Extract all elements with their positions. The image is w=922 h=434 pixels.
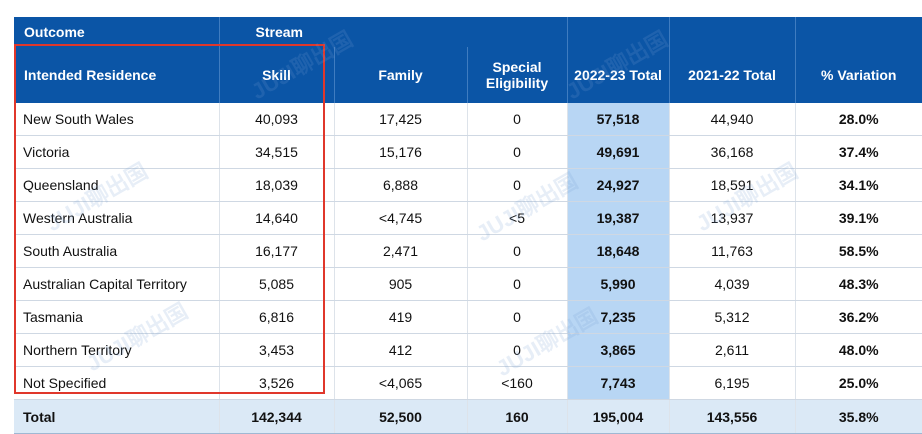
variation-cell: 35.8% — [795, 399, 922, 434]
special-eligibility-cell: 0 — [467, 135, 568, 169]
total-2022-23-cell: 195,004 — [567, 399, 670, 434]
family-cell: 15,176 — [334, 135, 468, 169]
family-cell: 905 — [334, 267, 468, 301]
variation-cell: 25.0% — [795, 366, 922, 400]
total-2021-22-cell: 11,763 — [669, 234, 796, 268]
residence-cell: Northern Territory — [14, 333, 220, 367]
col-skill: Skill — [219, 47, 335, 103]
total-2022-23-cell: 7,235 — [567, 300, 670, 334]
total-2022-23-cell: 57,518 — [567, 103, 670, 136]
variation-cell: 28.0% — [795, 103, 922, 136]
variation-cell: 34.1% — [795, 168, 922, 202]
variation-cell: 58.5% — [795, 234, 922, 268]
residence-cell: Not Specified — [14, 366, 220, 400]
total-2021-22-cell: 13,937 — [669, 201, 796, 235]
total-2021-22-cell: 6,195 — [669, 366, 796, 400]
residence-cell: Australian Capital Territory — [14, 267, 220, 301]
skill-cell: 3,526 — [219, 366, 335, 400]
table-row: Victoria 34,515 15,176 0 49,691 36,168 37.4% — [14, 135, 922, 169]
residence-cell: South Australia — [14, 234, 220, 268]
residence-cell: Tasmania — [14, 300, 220, 334]
col-intended-residence: Intended Residence — [14, 47, 220, 103]
table-row: Western Australia 14,640 <4,745 <5 19,387 13,… — [14, 201, 922, 235]
residence-table: Outcome Stream Intended Residence Skill … — [14, 17, 922, 434]
family-cell: 52,500 — [334, 399, 468, 434]
total-2022-23-cell: 49,691 — [567, 135, 670, 169]
special-eligibility-cell: 0 — [467, 333, 568, 367]
total-2021-22-cell: 5,312 — [669, 300, 796, 334]
col-family: Family — [334, 47, 468, 103]
header-blank — [669, 17, 796, 47]
special-eligibility-cell: 0 — [467, 103, 568, 136]
stream-header: Stream — [219, 17, 467, 47]
family-cell: 17,425 — [334, 103, 468, 136]
variation-cell: 37.4% — [795, 135, 922, 169]
table-row: Not Specified 3,526 <4,065 <160 7,743 6,195 25… — [14, 366, 922, 400]
residence-cell: Victoria — [14, 135, 220, 169]
family-cell: 419 — [334, 300, 468, 334]
special-eligibility-cell: 0 — [467, 234, 568, 268]
variation-cell: 48.0% — [795, 333, 922, 367]
table-row: Northern Territory 3,453 412 0 3,865 2,611 48.… — [14, 333, 922, 367]
header-blank — [467, 17, 568, 47]
skill-cell: 18,039 — [219, 168, 335, 202]
total-2021-22-cell: 4,039 — [669, 267, 796, 301]
header-blank — [567, 17, 670, 47]
skill-cell: 34,515 — [219, 135, 335, 169]
residence-cell: Western Australia — [14, 201, 220, 235]
outcome-header: Outcome — [14, 17, 220, 47]
family-cell: 6,888 — [334, 168, 468, 202]
skill-cell: 5,085 — [219, 267, 335, 301]
skill-cell: 142,344 — [219, 399, 335, 434]
total-2022-23-cell: 3,865 — [567, 333, 670, 367]
total-2022-23-cell: 18,648 — [567, 234, 670, 268]
col-2022-23-total: 2022-23 Total — [567, 47, 670, 103]
special-eligibility-cell: 160 — [467, 399, 568, 434]
skill-cell: 16,177 — [219, 234, 335, 268]
table-body: New South Wales 40,093 17,425 0 57,518 44,940… — [14, 103, 922, 434]
special-eligibility-cell: 0 — [467, 300, 568, 334]
family-cell: <4,065 — [334, 366, 468, 400]
variation-cell: 36.2% — [795, 300, 922, 334]
col-special-eligibility: Special Eligibility — [467, 47, 568, 103]
family-cell: 412 — [334, 333, 468, 367]
variation-cell: 39.1% — [795, 201, 922, 235]
total-row: Total 142,344 52,500 160 195,004 143,556 35.8% — [14, 399, 922, 434]
skill-cell: 14,640 — [219, 201, 335, 235]
col-variation: % Variation — [795, 47, 922, 103]
total-2022-23-cell: 5,990 — [567, 267, 670, 301]
total-2022-23-cell: 7,743 — [567, 366, 670, 400]
variation-cell: 48.3% — [795, 267, 922, 301]
total-2021-22-cell: 2,611 — [669, 333, 796, 367]
table-row: Australian Capital Territory 5,085 905 0 5,9… — [14, 267, 922, 301]
special-eligibility-cell: <5 — [467, 201, 568, 235]
residence-cell: Queensland — [14, 168, 220, 202]
table-row: Queensland 18,039 6,888 0 24,927 18,591 34.1% — [14, 168, 922, 202]
total-2021-22-cell: 44,940 — [669, 103, 796, 136]
col-2021-22-total: 2021-22 Total — [669, 47, 796, 103]
skill-cell: 40,093 — [219, 103, 335, 136]
residence-cell: New South Wales — [14, 103, 220, 136]
total-2021-22-cell: 143,556 — [669, 399, 796, 434]
table-row: New South Wales 40,093 17,425 0 57,518 44,940… — [14, 103, 922, 136]
family-cell: <4,745 — [334, 201, 468, 235]
residence-cell: Total — [14, 399, 220, 434]
table-row: South Australia 16,177 2,471 0 18,648 11,763 5… — [14, 234, 922, 268]
header-blank — [795, 17, 922, 47]
special-eligibility-cell: 0 — [467, 168, 568, 202]
total-2021-22-cell: 18,591 — [669, 168, 796, 202]
special-eligibility-cell: <160 — [467, 366, 568, 400]
total-2021-22-cell: 36,168 — [669, 135, 796, 169]
skill-cell: 6,816 — [219, 300, 335, 334]
special-eligibility-cell: 0 — [467, 267, 568, 301]
family-cell: 2,471 — [334, 234, 468, 268]
table-row: Tasmania 6,816 419 0 7,235 5,312 36.2% — [14, 300, 922, 334]
skill-cell: 3,453 — [219, 333, 335, 367]
total-2022-23-cell: 24,927 — [567, 168, 670, 202]
total-2022-23-cell: 19,387 — [567, 201, 670, 235]
